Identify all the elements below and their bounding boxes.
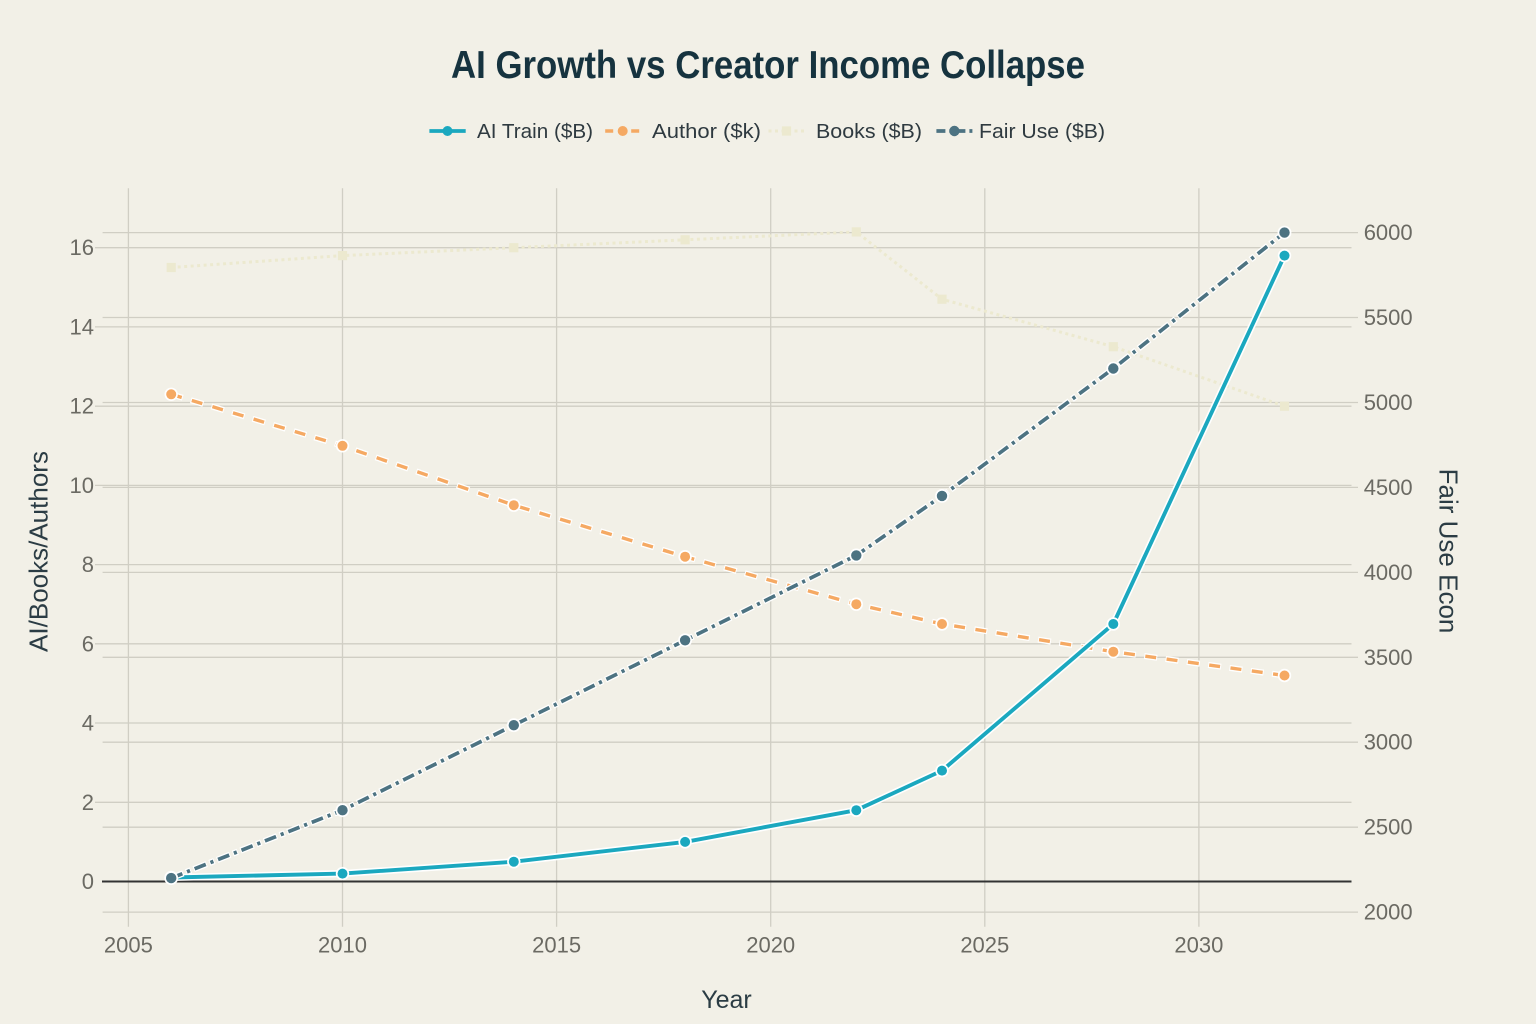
svg-text:16: 16 [70,235,94,260]
svg-text:12: 12 [70,394,94,419]
svg-text:4: 4 [82,711,94,736]
svg-text:3500: 3500 [1364,645,1413,670]
svg-text:2025: 2025 [960,933,1009,958]
svg-text:8: 8 [82,552,94,577]
svg-text:6000: 6000 [1364,220,1413,245]
svg-text:Books ($B): Books ($B) [816,121,922,143]
svg-text:2500: 2500 [1364,815,1413,840]
svg-text:5500: 5500 [1364,305,1413,330]
svg-text:4500: 4500 [1364,475,1413,500]
svg-text:0: 0 [82,869,94,894]
svg-text:2: 2 [82,790,94,815]
svg-text:Fair Use Econ: Fair Use Econ [1434,469,1464,634]
svg-text:2015: 2015 [532,933,581,958]
svg-text:2030: 2030 [1174,933,1223,958]
svg-text:AI Train ($B): AI Train ($B) [477,121,593,143]
svg-text:AI Growth vs Creator Income Co: AI Growth vs Creator Income Collapse [451,44,1085,87]
svg-text:3000: 3000 [1364,730,1413,755]
svg-text:14: 14 [70,314,94,339]
svg-text:Fair Use ($B): Fair Use ($B) [979,121,1105,143]
svg-text:10: 10 [70,473,94,498]
svg-text:2000: 2000 [1364,900,1413,925]
svg-text:Year: Year [701,986,752,1014]
svg-text:2010: 2010 [318,933,367,958]
svg-text:Author ($k): Author ($k) [652,121,761,143]
svg-text:5000: 5000 [1364,390,1413,415]
svg-text:2020: 2020 [746,933,795,958]
svg-text:6: 6 [82,631,94,656]
svg-text:4000: 4000 [1364,560,1413,585]
svg-text:AI/Books/Authors: AI/Books/Authors [24,451,54,652]
svg-text:2005: 2005 [104,933,153,958]
